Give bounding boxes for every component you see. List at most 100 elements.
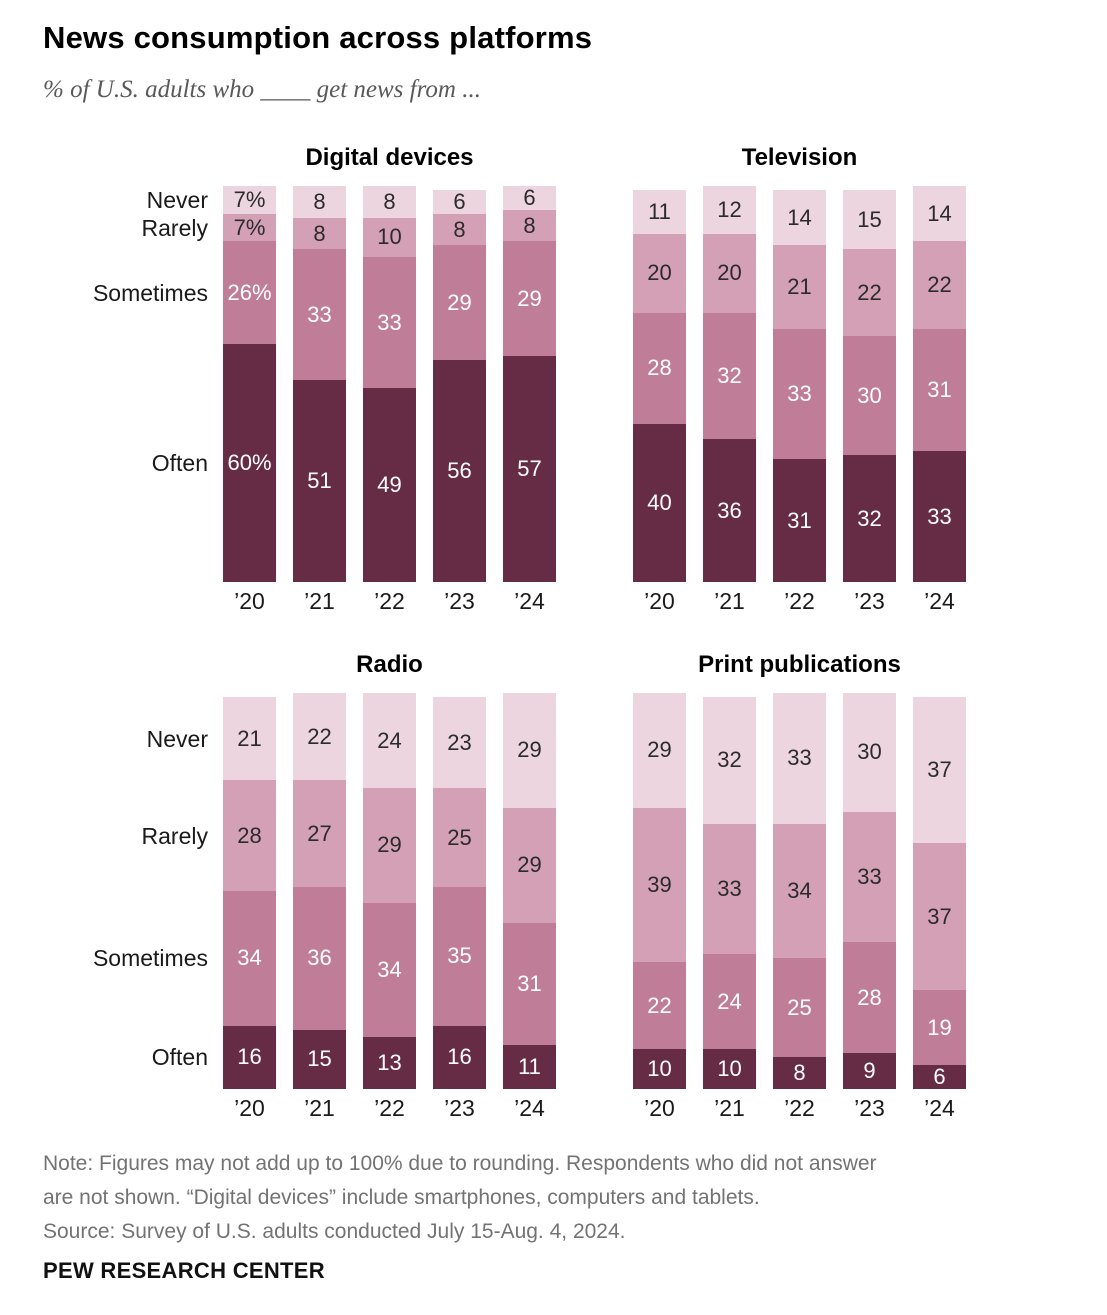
category-label-rarely: Rarely	[141, 822, 208, 849]
category-label-never: Never	[146, 186, 208, 213]
bar-segment-often: 31	[773, 459, 826, 582]
value-label: 7%	[233, 186, 266, 212]
bar-segment-never: 12	[703, 186, 756, 234]
bar-digital-devices-24: 6 8 29 57	[503, 186, 556, 582]
bar-segment-sometimes: 34	[363, 902, 416, 1038]
bar-segment-never: 21	[223, 696, 276, 781]
bar-segment-never: 8	[363, 186, 416, 218]
value-label: 8	[313, 188, 326, 214]
bar-segment-often: 16	[223, 1025, 276, 1089]
value-label: 26%	[227, 279, 272, 305]
bar-digital-devices-23: 6 8 29 56	[433, 188, 486, 582]
bar-print-publications-22: 33 34 25 8	[773, 693, 826, 1089]
value-label: 20	[717, 260, 742, 286]
value-label: 34	[787, 877, 812, 903]
bar-segment-never: 37	[913, 696, 966, 844]
bar-segment-often: 57	[503, 356, 556, 582]
value-label: 33	[717, 876, 742, 902]
bar-segment-rarely: 20	[703, 233, 756, 313]
plot-area-television: 11 20 28 40 12 20 32 36 14 21 33 31 15 22 30 32 14 22 31 33	[633, 186, 966, 582]
bar-television-24: 14 22 31 33	[913, 186, 966, 582]
bar-segment-never: 14	[913, 186, 966, 242]
value-label: 36	[717, 497, 742, 523]
bar-segment-sometimes: 33	[773, 328, 826, 460]
bar-segment-never: 29	[633, 693, 686, 808]
chart-title-television: Television	[741, 144, 858, 171]
value-label: 32	[717, 747, 742, 773]
year-label: ’21	[304, 1095, 335, 1121]
value-label: 29	[647, 737, 672, 763]
value-label: 14	[787, 204, 812, 230]
value-label: 14	[927, 200, 952, 226]
value-label: 34	[237, 945, 262, 971]
bar-television-23: 15 22 30 32	[843, 189, 896, 582]
year-label: ’23	[854, 588, 885, 614]
bar-segment-sometimes: 29	[503, 241, 556, 357]
bar-segment-never: 6	[503, 186, 556, 210]
year-label: ’24	[924, 588, 955, 614]
year-label: ’23	[444, 588, 475, 614]
chart-title-radio: Radio	[356, 651, 423, 678]
bar-segment-sometimes: 28	[843, 942, 896, 1054]
bar-segment-rarely: 29	[363, 788, 416, 903]
value-label: 36	[307, 945, 332, 971]
year-label: ’22	[374, 588, 405, 614]
chart-television: Television 11 20 28 40 12 20 32 36 14 21 33 31 15 22 30…	[633, 138, 966, 618]
value-label: 34	[377, 957, 402, 983]
bar-segment-rarely: 22	[913, 241, 966, 329]
value-label: 30	[857, 739, 882, 765]
value-label: 6	[453, 188, 466, 214]
bar-segment-sometimes: 22	[633, 962, 686, 1050]
bar-segment-sometimes: 30	[843, 336, 896, 456]
value-label: 6	[933, 1064, 946, 1090]
value-label: 37	[927, 903, 952, 929]
footnote-line-2: are not shown. “Digital devices” include…	[43, 1186, 760, 1209]
value-label: 32	[857, 505, 882, 531]
value-label: 27	[307, 820, 332, 846]
value-label: 25	[787, 994, 812, 1020]
bar-segment-rarely: 8	[433, 213, 486, 246]
bar-segment-rarely: 8	[293, 217, 346, 250]
chart-title-digital-devices: Digital devices	[305, 144, 474, 171]
value-label: 7%	[233, 214, 266, 240]
value-label: 20	[647, 260, 672, 286]
bar-segment-often: 11	[503, 1045, 556, 1089]
bar-segment-rarely: 25	[433, 788, 486, 888]
value-label: 33	[787, 745, 812, 771]
bar-print-publications-24: 37 37 19 6	[913, 696, 966, 1090]
category-label-never: Never	[146, 725, 208, 752]
bar-segment-rarely: 28	[223, 780, 276, 891]
value-label: 6	[523, 184, 536, 210]
bar-segment-never: 30	[843, 693, 896, 812]
bar-segment-sometimes: 34	[223, 891, 276, 1026]
value-label: 57	[517, 456, 542, 482]
year-label: ’23	[444, 1095, 475, 1121]
bar-print-publications-23: 30 33 28 9	[843, 693, 896, 1089]
value-label: 22	[927, 271, 952, 297]
bar-segment-sometimes: 32	[703, 312, 756, 440]
bar-digital-devices-21: 8 8 33 51	[293, 186, 346, 582]
year-label: ’24	[514, 1095, 545, 1121]
bar-radio-23: 23 25 35 16	[433, 696, 486, 1089]
x-axis-radio: ’20 ’21 ’22 ’23 ’24	[223, 1089, 556, 1125]
value-label: 29	[517, 852, 542, 878]
bar-segment-rarely: 7%	[223, 213, 276, 242]
year-label: ’21	[304, 588, 335, 614]
value-label: 30	[857, 382, 882, 408]
year-label: ’23	[854, 1095, 885, 1121]
bar-segment-sometimes: 33	[363, 257, 416, 388]
bar-segment-often: 9	[843, 1053, 896, 1089]
bar-segment-sometimes: 24	[703, 954, 756, 1050]
bar-segment-often: 8	[773, 1057, 826, 1089]
bar-television-20: 11 20 28 40	[633, 189, 686, 582]
bar-segment-rarely: 33	[843, 811, 896, 943]
bar-segment-often: 13	[363, 1037, 416, 1089]
page-title: News consumption across platforms	[43, 20, 593, 55]
bar-segment-sometimes: 35	[433, 887, 486, 1026]
bar-radio-21: 22 27 36 15	[293, 693, 346, 1089]
chart-radio: Radio 21 28 34 16 22 27 36 15 24 29 34 13 23 25 35 16 29 2…	[93, 645, 556, 1125]
bar-segment-sometimes: 31	[503, 922, 556, 1046]
value-label: 40	[647, 489, 672, 515]
footnote-line-1: Note: Figures may not add up to 100% due…	[43, 1152, 877, 1175]
